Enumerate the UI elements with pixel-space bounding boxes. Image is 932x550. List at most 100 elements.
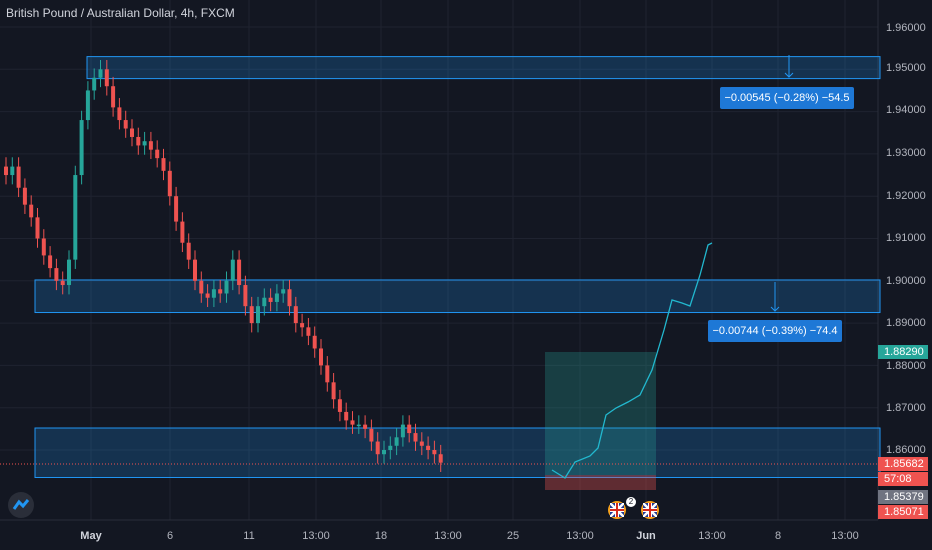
x-axis-label: 11 (243, 530, 255, 542)
candle-body (130, 128, 134, 137)
candle-body (186, 242, 191, 260)
candle-body (16, 166, 21, 188)
y-axis-label: 1.92000 (886, 190, 926, 202)
x-axis-label: May (80, 530, 102, 542)
candle-body (394, 437, 399, 446)
x-axis-label: 8 (774, 530, 782, 542)
x-axis-label: 13:00 (566, 530, 594, 542)
candle-body (407, 424, 412, 434)
candle-body (419, 441, 424, 446)
projected-path (551, 242, 713, 479)
candle-body (249, 306, 254, 324)
last-price-tag: 1.85682 (878, 457, 928, 471)
position-loss-area (545, 475, 656, 490)
candle-body (375, 441, 380, 455)
chart-title: British Pound / Australian Dollar, 4h, F… (6, 6, 235, 20)
candle-body (161, 158, 166, 171)
candle-body (199, 280, 204, 294)
y-axis-label: 1.86000 (886, 444, 926, 456)
candle-body (98, 69, 103, 78)
candle-body (363, 424, 368, 429)
candle-body (344, 411, 349, 421)
candle-body (331, 382, 336, 400)
candle-body (136, 136, 141, 146)
y-axis-label: 1.89000 (886, 317, 926, 329)
candle-body (413, 433, 418, 442)
x-axis-label: 13:00 (698, 530, 726, 542)
candle-body (193, 259, 197, 281)
y-axis-label: 1.90000 (886, 275, 926, 287)
x-axis-label: Jun (636, 530, 656, 542)
sr-zone (86, 56, 881, 80)
position-profit-area (545, 352, 656, 475)
candle-body (369, 428, 374, 442)
candle-body (274, 293, 279, 302)
candle-body (123, 120, 128, 129)
candle-body (426, 445, 431, 450)
candle-body (4, 166, 8, 176)
grey-price-tag: 1.85379 (878, 490, 928, 504)
candle-body (438, 454, 443, 463)
uk-event-icon[interactable] (641, 501, 659, 519)
uk-event-icon[interactable] (608, 501, 626, 519)
measure-label-top[interactable]: −0.00545 (−0.28%) −54.5 (720, 87, 854, 109)
bar-countdown-tag: 57:08 (878, 472, 928, 486)
x-axis-label: 18 (374, 530, 388, 542)
measure-arrowhead-middle (770, 306, 780, 312)
y-axis-label: 1.87000 (886, 402, 926, 414)
measure-arrowhead-top (784, 72, 794, 78)
candle-body (48, 255, 53, 269)
y-axis-label: 1.88000 (886, 360, 926, 372)
candle-body (262, 297, 267, 307)
candle-body (325, 365, 330, 383)
candle-body (382, 450, 386, 455)
candle-body (85, 90, 90, 121)
candle-body (281, 289, 286, 294)
candle-body (224, 280, 229, 294)
candle-body (230, 259, 235, 281)
candle-body (400, 424, 405, 438)
candle-body (256, 306, 260, 324)
candle-body (306, 327, 311, 336)
x-axis-label: 13:00 (302, 530, 330, 542)
candle-body (67, 259, 71, 286)
candle-body (92, 77, 97, 91)
candle-body (319, 348, 323, 366)
tradingview-logo-icon[interactable] (8, 492, 34, 518)
candle-body (312, 335, 317, 349)
sr-zone (34, 427, 881, 478)
candle-body (180, 221, 185, 243)
x-axis-label: 13:00 (831, 530, 859, 542)
candle-body (35, 217, 40, 239)
candle-body (356, 424, 361, 427)
candle-body (174, 196, 179, 222)
x-axis-label: 25 (506, 530, 520, 542)
event-count-badge: 2 (626, 497, 636, 507)
y-axis-label: 1.93000 (886, 147, 926, 159)
candle-body (148, 141, 153, 150)
candle-body (155, 149, 160, 159)
candle-body (243, 285, 248, 307)
y-axis-label: 1.95000 (886, 62, 926, 74)
candle-body (22, 187, 27, 205)
candle-body (287, 289, 292, 307)
y-axis-label: 1.94000 (886, 104, 926, 116)
candle-body (10, 166, 15, 176)
candle-body (237, 259, 242, 286)
measure-label-middle[interactable]: −0.00744 (−0.39%) −74.4 (708, 320, 842, 342)
sr-zone (34, 279, 881, 314)
candle-body (111, 86, 116, 108)
candle-body (41, 238, 46, 256)
current-price-tag: 1.88290 (878, 345, 928, 359)
y-axis-label: 1.96000 (886, 22, 926, 34)
candle-body (300, 323, 305, 328)
candle-body (29, 204, 34, 218)
candle-body (79, 120, 84, 176)
candle-body (268, 297, 273, 302)
candle-body (54, 268, 59, 281)
candle-body (388, 445, 393, 450)
candle-body (142, 141, 147, 146)
red-price-tag: 1.85071 (878, 505, 928, 519)
